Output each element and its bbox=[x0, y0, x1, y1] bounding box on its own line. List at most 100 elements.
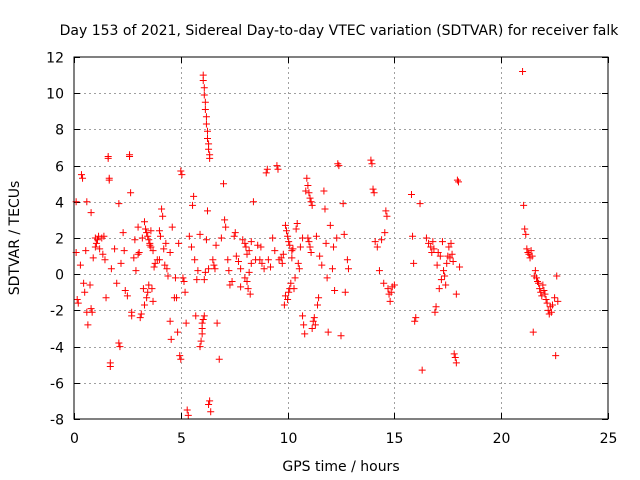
data-point bbox=[339, 200, 347, 208]
data-point bbox=[258, 259, 266, 267]
data-point bbox=[106, 363, 114, 371]
data-point bbox=[150, 263, 158, 271]
tick-labels: 0 5 10 15 20 25 -8 -6 -4 -2 0 2 4 6 8 10 12 bbox=[46, 51, 617, 448]
data-point bbox=[294, 259, 302, 267]
data-point bbox=[200, 312, 208, 320]
data-point bbox=[224, 256, 232, 264]
data-point bbox=[289, 245, 297, 253]
data-point bbox=[157, 232, 165, 240]
data-point bbox=[201, 98, 209, 106]
data-point bbox=[310, 314, 318, 322]
data-point bbox=[181, 288, 189, 296]
data-point bbox=[136, 314, 144, 322]
data-point bbox=[234, 258, 242, 266]
data-point bbox=[446, 254, 454, 262]
data-point bbox=[529, 328, 537, 336]
x-tick-label: 0 bbox=[70, 431, 79, 447]
data-point bbox=[217, 234, 225, 242]
data-point bbox=[183, 406, 191, 414]
data-point bbox=[369, 185, 377, 193]
data-point bbox=[378, 236, 386, 244]
data-point bbox=[264, 256, 272, 264]
data-point bbox=[368, 160, 376, 168]
data-point bbox=[278, 259, 286, 267]
data-point bbox=[300, 321, 308, 329]
data-point bbox=[91, 243, 99, 251]
data-point bbox=[425, 239, 433, 247]
data-point bbox=[167, 335, 175, 343]
data-point bbox=[155, 256, 163, 264]
data-point bbox=[448, 250, 456, 258]
data-point bbox=[337, 332, 345, 340]
data-point bbox=[237, 283, 245, 291]
data-point bbox=[296, 243, 304, 251]
data-point bbox=[519, 67, 527, 75]
data-point bbox=[174, 328, 182, 336]
plot-frame bbox=[73, 56, 609, 420]
data-point bbox=[456, 263, 464, 271]
data-point bbox=[74, 299, 82, 307]
data-point bbox=[148, 285, 156, 293]
data-point bbox=[554, 297, 562, 305]
data-point bbox=[440, 267, 448, 275]
data-point bbox=[200, 91, 208, 99]
data-point bbox=[205, 265, 213, 273]
data-point bbox=[117, 259, 125, 267]
data-point bbox=[543, 299, 551, 307]
data-point bbox=[123, 292, 131, 300]
data-point bbox=[121, 286, 129, 294]
y-tick-label: -6 bbox=[50, 377, 64, 393]
data-point bbox=[115, 200, 123, 208]
data-point bbox=[344, 265, 352, 273]
data-point bbox=[146, 241, 154, 249]
data-point bbox=[113, 279, 121, 287]
data-point bbox=[445, 243, 453, 251]
data-point bbox=[547, 308, 555, 316]
data-point bbox=[107, 265, 115, 273]
data-point bbox=[145, 281, 153, 289]
data-point bbox=[81, 288, 89, 296]
data-point bbox=[87, 305, 95, 313]
data-point bbox=[522, 230, 530, 238]
data-point bbox=[427, 243, 435, 251]
data-point bbox=[320, 187, 328, 195]
data-point bbox=[285, 288, 293, 296]
data-point bbox=[196, 343, 204, 351]
data-point bbox=[380, 279, 388, 287]
data-point bbox=[382, 207, 390, 215]
data-point bbox=[143, 229, 151, 237]
data-point bbox=[292, 225, 300, 233]
data-point bbox=[303, 174, 311, 182]
data-point bbox=[279, 250, 287, 258]
x-axis-label: GPS time / hours bbox=[282, 459, 399, 475]
data-point bbox=[390, 281, 398, 289]
data-point bbox=[438, 238, 446, 246]
data-point bbox=[256, 256, 264, 264]
data-point bbox=[140, 218, 148, 226]
data-point bbox=[101, 256, 109, 264]
data-point bbox=[281, 221, 289, 229]
data-point bbox=[151, 259, 159, 267]
data-point bbox=[92, 239, 100, 247]
data-point bbox=[119, 229, 127, 237]
data-point bbox=[430, 245, 438, 253]
data-point bbox=[87, 209, 95, 217]
data-point bbox=[116, 343, 124, 351]
y-tick-label: 12 bbox=[46, 51, 64, 67]
data-point bbox=[542, 296, 550, 304]
data-point bbox=[99, 250, 107, 258]
data-point bbox=[305, 238, 313, 246]
data-point bbox=[96, 245, 104, 253]
data-point bbox=[386, 297, 394, 305]
data-point bbox=[525, 250, 533, 258]
data-point bbox=[177, 167, 185, 175]
x-tick-label: 5 bbox=[177, 431, 186, 447]
data-point bbox=[341, 288, 349, 296]
data-point bbox=[211, 265, 219, 273]
data-point bbox=[182, 319, 190, 327]
data-point bbox=[212, 241, 220, 249]
data-point bbox=[383, 212, 391, 220]
y-axis-label: SDTVAR / TECUs bbox=[7, 181, 23, 296]
data-point bbox=[191, 256, 199, 264]
data-point bbox=[192, 312, 200, 320]
